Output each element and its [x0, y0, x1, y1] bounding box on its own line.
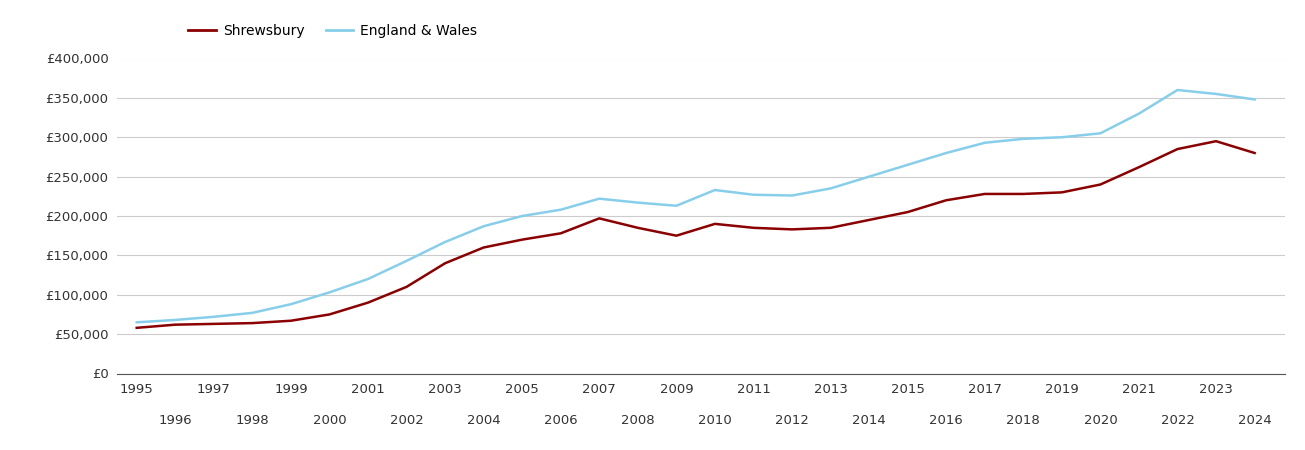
Text: 2006: 2006	[544, 414, 578, 428]
England & Wales	[553, 207, 569, 212]
Shrewsbury	[129, 325, 145, 330]
England & Wales	[1246, 97, 1262, 102]
England & Wales	[1054, 135, 1070, 140]
England & Wales	[399, 258, 415, 264]
Shrewsbury	[1169, 146, 1185, 152]
Shrewsbury	[745, 225, 761, 230]
England & Wales	[167, 317, 183, 323]
Shrewsbury	[206, 321, 222, 327]
England & Wales	[206, 314, 222, 319]
Shrewsbury	[283, 318, 299, 324]
England & Wales	[977, 140, 993, 145]
Shrewsbury	[630, 225, 646, 230]
Line: Shrewsbury: Shrewsbury	[137, 141, 1254, 328]
Shrewsbury	[977, 191, 993, 197]
Text: 1996: 1996	[158, 414, 192, 428]
Text: 2012: 2012	[775, 414, 809, 428]
Shrewsbury	[1054, 189, 1070, 195]
Text: 2000: 2000	[313, 414, 346, 428]
Text: 2002: 2002	[390, 414, 423, 428]
England & Wales	[1169, 87, 1185, 93]
Shrewsbury	[553, 230, 569, 236]
Shrewsbury	[784, 227, 800, 232]
England & Wales	[861, 174, 877, 179]
England & Wales	[668, 203, 684, 208]
Shrewsbury	[707, 221, 723, 226]
Shrewsbury	[591, 216, 607, 221]
England & Wales	[900, 162, 916, 167]
England & Wales	[283, 302, 299, 307]
Legend: Shrewsbury, England & Wales: Shrewsbury, England & Wales	[183, 18, 483, 43]
England & Wales	[1131, 111, 1147, 116]
Shrewsbury	[244, 320, 260, 326]
Shrewsbury	[1131, 164, 1147, 170]
Text: 2024: 2024	[1237, 414, 1271, 428]
England & Wales	[938, 150, 954, 156]
Text: 2004: 2004	[467, 414, 500, 428]
England & Wales	[476, 224, 492, 229]
Text: 2016: 2016	[929, 414, 963, 428]
Shrewsbury	[167, 322, 183, 328]
Shrewsbury	[476, 245, 492, 250]
Shrewsbury	[1246, 150, 1262, 156]
Shrewsbury	[360, 300, 376, 305]
England & Wales	[630, 200, 646, 205]
Shrewsbury	[1092, 182, 1108, 187]
Shrewsbury	[822, 225, 838, 230]
Text: 2020: 2020	[1083, 414, 1117, 428]
England & Wales	[591, 196, 607, 201]
Shrewsbury	[900, 209, 916, 215]
England & Wales	[360, 276, 376, 282]
Text: 2014: 2014	[852, 414, 886, 428]
England & Wales	[1015, 136, 1031, 141]
Shrewsbury	[1208, 139, 1224, 144]
Text: 1998: 1998	[235, 414, 269, 428]
Shrewsbury	[399, 284, 415, 290]
England & Wales	[1208, 91, 1224, 97]
England & Wales	[514, 213, 530, 219]
Shrewsbury	[938, 198, 954, 203]
England & Wales	[745, 192, 761, 198]
Text: 2022: 2022	[1160, 414, 1194, 428]
England & Wales	[822, 186, 838, 191]
Text: 2008: 2008	[621, 414, 655, 428]
Shrewsbury	[668, 233, 684, 238]
Shrewsbury	[1015, 191, 1031, 197]
England & Wales	[707, 187, 723, 193]
England & Wales	[321, 290, 337, 295]
England & Wales	[784, 193, 800, 198]
England & Wales	[129, 320, 145, 325]
Text: 2010: 2010	[698, 414, 732, 428]
England & Wales	[1092, 130, 1108, 136]
England & Wales	[244, 310, 260, 315]
Shrewsbury	[321, 312, 337, 317]
Shrewsbury	[437, 261, 453, 266]
Shrewsbury	[861, 217, 877, 223]
England & Wales	[437, 239, 453, 245]
Line: England & Wales: England & Wales	[137, 90, 1254, 322]
Shrewsbury	[514, 237, 530, 242]
Text: 2018: 2018	[1006, 414, 1040, 428]
